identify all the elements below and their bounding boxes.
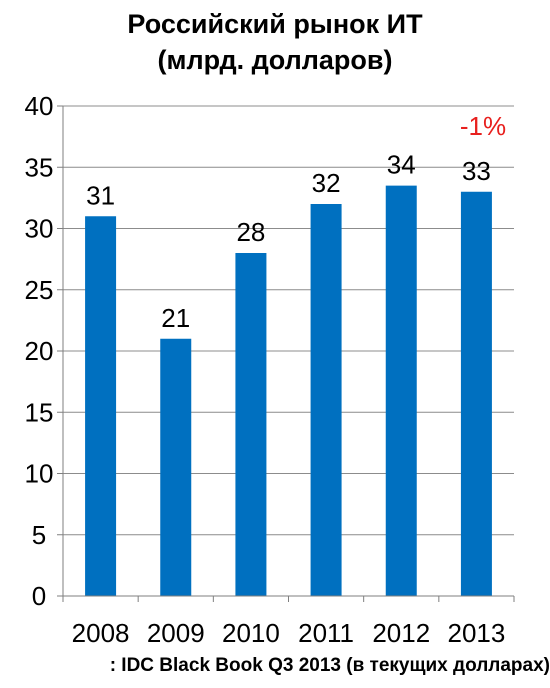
chart-title-line-2: (млрд. долларов) — [157, 45, 393, 75]
gridlines — [63, 105, 514, 536]
y-tick-label: 35 — [25, 152, 54, 182]
bar-2011 — [310, 204, 342, 596]
data-label-2010: 28 — [236, 217, 265, 247]
x-tick-label-2011: 2011 — [298, 618, 354, 648]
y-tick-label: 5 — [32, 520, 46, 550]
chart-title: Российский рынок ИТ (млрд. долларов) — [0, 6, 550, 78]
change-annotation: -1% — [460, 111, 506, 141]
source-note: : IDC Black Book Q3 2013 (в текущих долл… — [109, 655, 550, 676]
bar-2008 — [85, 216, 117, 596]
bar-2013 — [460, 191, 492, 596]
y-tick-label: 25 — [25, 275, 54, 305]
x-tick-labels: 2008 2009 2010 2011 2012 2013 — [72, 618, 506, 648]
bars — [85, 185, 492, 596]
y-tick-label: 15 — [25, 397, 54, 427]
y-tick-label: 10 — [25, 459, 54, 489]
x-tick-label-2012: 2012 — [372, 618, 430, 648]
data-label-2008: 31 — [86, 180, 115, 210]
y-tick-labels: 0 5 10 15 20 25 30 35 40 — [25, 91, 54, 611]
bar-2012 — [385, 185, 417, 596]
axes — [57, 105, 515, 602]
y-tick-label: 40 — [25, 91, 54, 121]
chart-title-line-1: Российский рынок ИТ — [127, 9, 423, 39]
x-tick-label-2013: 2013 — [447, 618, 505, 648]
y-tick-label: 20 — [25, 336, 54, 366]
bar-2009 — [160, 338, 192, 596]
bar-2010 — [235, 253, 267, 596]
data-label-2013: 33 — [462, 156, 491, 186]
x-tick-label-2010: 2010 — [222, 618, 280, 648]
x-tick-label-2008: 2008 — [72, 618, 130, 648]
data-label-2012: 34 — [387, 150, 416, 180]
data-label-2009: 21 — [161, 303, 190, 333]
y-tick-label: 0 — [32, 581, 46, 611]
x-tick-label-2009: 2009 — [147, 618, 205, 648]
y-tick-label: 30 — [25, 214, 54, 244]
data-label-2011: 32 — [312, 168, 341, 198]
data-labels: 31 21 28 32 34 33 — [86, 150, 491, 333]
